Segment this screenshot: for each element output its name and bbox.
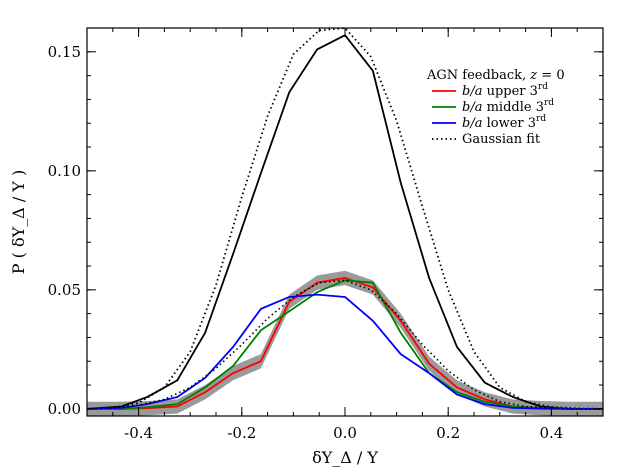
legend-entry-ratio: b/a xyxy=(462,116,482,131)
axis-ticks xyxy=(86,27,604,416)
legend-entry-label: b/a upper 3rd xyxy=(462,82,548,99)
legend-title-prefix: AGN feedback, xyxy=(426,68,530,83)
x-axis-label: δY_Δ / Y xyxy=(312,448,378,467)
legend-entry-sup: rd xyxy=(538,82,548,92)
legend-entry-sup: rd xyxy=(536,114,546,124)
error-band-upper-3rd xyxy=(87,270,603,416)
x-tick-label: 0.0 xyxy=(333,424,357,442)
tick-labels: -0.4 -0.2 0.0 0.2 0.4 0.00 0.05 0.10 0.15 xyxy=(48,43,564,442)
legend-entry-ratio: b/a xyxy=(462,84,482,99)
legend-entry-text: upper 3 xyxy=(482,84,537,99)
legend-entry-ratio: b/a xyxy=(462,100,482,115)
x-tick-label: -0.2 xyxy=(227,424,256,442)
series-middle-3rd xyxy=(87,279,603,410)
y-tick-label: 0.05 xyxy=(48,281,81,299)
series-gaussian-fit-sub-samples- xyxy=(86,279,603,410)
legend-entry-text: lower 3 xyxy=(482,116,536,131)
legend-title: AGN feedback, z = 0 xyxy=(426,68,565,83)
y-tick-label: 0.00 xyxy=(48,400,81,418)
legend-entry-text: Gaussian fit xyxy=(462,132,541,147)
legend-entry-label: b/a lower 3rd xyxy=(462,114,546,131)
y-axis-label: P ( δY_Δ / Y ) xyxy=(9,170,28,274)
x-tick-label: -0.4 xyxy=(124,424,153,442)
legend-entry-text: middle 3 xyxy=(482,100,544,115)
legend-title-z: z xyxy=(529,68,537,83)
series-lower-3rd xyxy=(86,293,603,410)
x-tick-label: 0.2 xyxy=(436,424,460,442)
y-tick-label: 0.15 xyxy=(48,43,81,61)
legend-title-suffix: = 0 xyxy=(537,68,564,83)
error-bands xyxy=(87,270,603,416)
legend-entry-sup: rd xyxy=(544,98,554,108)
legend-entry-label: b/a middle 3rd xyxy=(462,98,554,115)
x-tick-label: 0.4 xyxy=(539,424,563,442)
legend-entry-label: Gaussian fit xyxy=(462,132,541,147)
y-tick-label: 0.10 xyxy=(48,162,81,180)
